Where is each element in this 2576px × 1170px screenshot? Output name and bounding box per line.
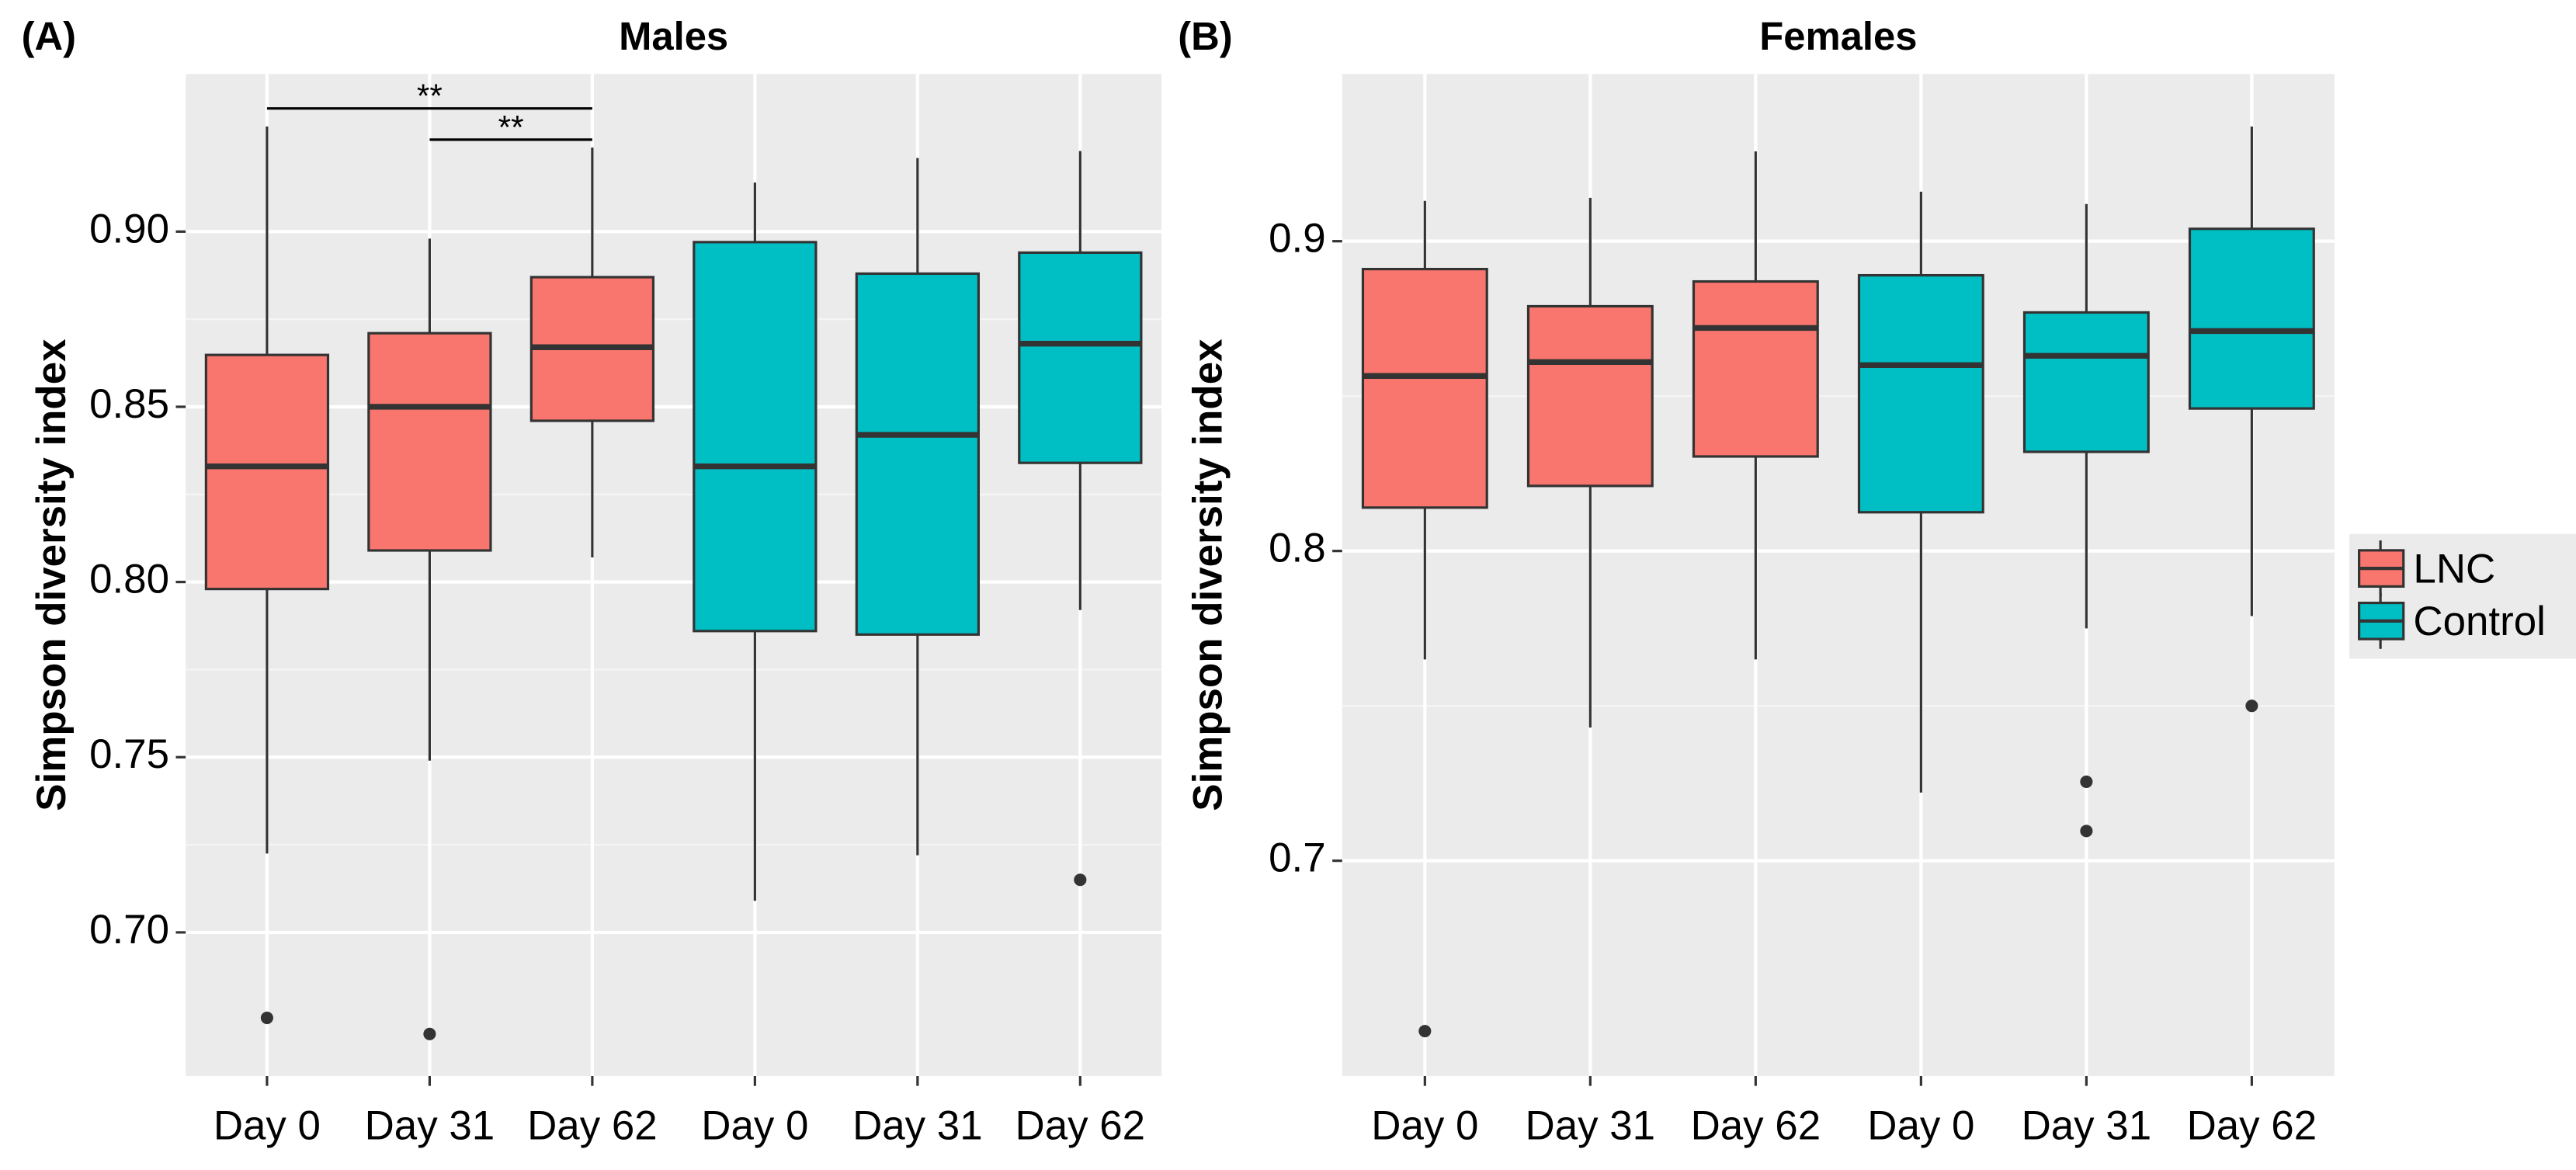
box [1361, 267, 1488, 509]
box [1857, 273, 1984, 514]
x-tick-label: Day 31 [852, 1103, 983, 1149]
x-tick-label: Day 0 [214, 1103, 321, 1149]
y-tick-label: 0.7 [1269, 835, 1326, 881]
x-tick-label: Day 31 [1526, 1103, 1656, 1149]
plot-background [1342, 74, 2335, 1076]
legend-label: Control [2413, 599, 2545, 644]
chart-title: Females [1759, 14, 1917, 58]
y-axis-title: Simpson diversity index [1186, 339, 1231, 811]
outlier [1074, 873, 1087, 887]
box [204, 353, 330, 591]
y-tick-label: 0.70 [89, 907, 169, 953]
x-tick-label: Day 62 [2187, 1103, 2317, 1149]
outlier [2245, 700, 2258, 713]
box [1018, 251, 1143, 464]
box [1692, 279, 1819, 458]
box [367, 332, 492, 552]
box [855, 272, 980, 636]
x-tick-label: Day 31 [365, 1103, 495, 1149]
y-tick-label: 0.90 [89, 206, 169, 252]
panel-label: (A) [22, 14, 76, 58]
significance-label: ** [498, 109, 524, 145]
legend-label: LNC [2413, 546, 2495, 592]
y-tick-label: 0.85 [89, 381, 169, 427]
y-tick-label: 0.8 [1269, 526, 1326, 571]
x-tick-label: Day 62 [1015, 1103, 1146, 1149]
x-tick-label: Day 0 [1371, 1103, 1478, 1149]
y-axis-title: Simpson diversity index [29, 339, 75, 811]
panel-label: (B) [1178, 14, 1232, 58]
box [693, 241, 818, 633]
box [2188, 227, 2315, 410]
x-tick-label: Day 62 [1691, 1103, 1821, 1149]
x-tick-label: Day 31 [2022, 1103, 2152, 1149]
x-tick-label: Day 0 [1867, 1103, 1974, 1149]
plot-background [186, 74, 1162, 1076]
x-tick-label: Day 62 [527, 1103, 658, 1149]
y-tick-label: 0.75 [89, 731, 169, 777]
outlier [423, 1027, 436, 1040]
y-tick-label: 0.9 [1269, 216, 1326, 262]
box [1526, 304, 1654, 488]
chart-title: Males [619, 14, 728, 58]
box [2022, 311, 2150, 453]
outlier [1418, 1025, 1432, 1038]
x-tick-label: Day 0 [701, 1103, 808, 1149]
outlier [2080, 775, 2093, 788]
outlier [260, 1012, 273, 1025]
y-tick-label: 0.80 [89, 557, 169, 602]
significance-label: ** [417, 78, 443, 114]
outlier [2080, 825, 2093, 838]
